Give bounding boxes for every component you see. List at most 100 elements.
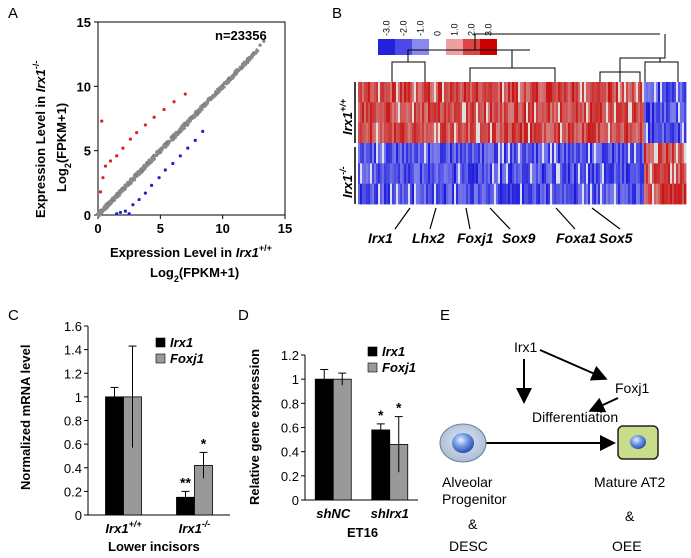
panel-a-ylabel-line2: Log2(FPKM+1)	[54, 103, 73, 192]
diagram-left-line1: Alveolar	[442, 474, 493, 490]
progenitor-nucleus-icon	[452, 433, 474, 453]
panel-c-ytick-label: 1.2	[64, 366, 82, 381]
panel-c-category-label: Irx1+/+	[105, 519, 142, 536]
panel-b-scale-swatch	[446, 39, 463, 55]
panel-a-point-bg	[151, 159, 154, 162]
panel-c-legend-label: Irx1	[170, 335, 193, 350]
panel-a-ytick-label: 15	[77, 15, 91, 30]
panel-d-significance: *	[378, 407, 384, 423]
panel-d-legend-swatch	[368, 363, 377, 372]
panel-d-category-label: shIrx1	[371, 506, 409, 521]
panel-b-heat-cell	[684, 163, 686, 184]
panel-a-point	[100, 208, 103, 211]
panel-b-heat-cell	[684, 82, 686, 103]
panel-a-point-bg	[131, 177, 134, 180]
panel-a-point	[153, 116, 156, 119]
panel-a-point-bg	[160, 148, 163, 151]
panel-c-ytick-label: 0.8	[64, 414, 82, 429]
panel-a-point	[116, 192, 119, 195]
panel-a-point-bg	[162, 144, 165, 147]
panel-b-scale-swatch	[429, 39, 446, 55]
panel-a-point-bg	[145, 165, 148, 168]
panel-a-point	[159, 150, 162, 153]
panel-a-point	[131, 203, 134, 206]
panel-d-ytick-label: 0.2	[281, 469, 299, 484]
panel-a-point	[101, 176, 104, 179]
panel-d-legend-label: Foxj1	[382, 360, 416, 375]
diagram-left-line4: DESC	[449, 538, 488, 554]
panel-c-ytick-label: 0.6	[64, 437, 82, 452]
panel-c-barchart: Normalized mRNA level 00.20.40.60.811.21…	[18, 319, 230, 554]
panel-b-gene-label: Sox5	[599, 230, 633, 246]
panel-a-point	[202, 103, 205, 106]
panel-a-scatter: 0 5 10 15051015 n=23356 Expression Level in…	[31, 15, 292, 284]
panel-a-point-bg	[188, 121, 191, 124]
panel-a-point	[115, 212, 118, 215]
panel-a-point	[234, 72, 237, 75]
panel-d-legend-label: Irx1	[382, 344, 405, 359]
panel-a-point	[227, 77, 230, 80]
panel-a-point-bg	[207, 99, 210, 102]
panel-a-point	[201, 130, 204, 133]
panel-b-scale-label: -1.0	[416, 20, 426, 36]
panel-d-bar	[333, 379, 351, 500]
panel-e-diagram: Irx1 Foxj1 Differentiation Alveolar Prog…	[440, 339, 666, 554]
panel-d-category-label: shNC	[316, 506, 351, 521]
panel-a-point-bg	[250, 55, 253, 58]
panel-a-point-bg	[243, 63, 246, 66]
panel-d-xgroup-label: ET16	[347, 525, 378, 540]
panel-a-point	[134, 174, 137, 177]
panel-a-point	[215, 92, 218, 95]
panel-d-bar	[315, 379, 333, 500]
panel-a-point-bg	[225, 83, 228, 86]
panel-b-color-scale	[378, 39, 497, 55]
panel-a-point	[179, 154, 182, 157]
panel-d-bar	[372, 430, 390, 500]
panel-b-heat-cell	[684, 143, 686, 164]
panel-a-point-bg	[244, 61, 247, 64]
panel-a-point	[157, 176, 160, 179]
panel-c-ytick-label: 0.4	[64, 461, 82, 476]
panel-a-xtick-label: 0	[94, 221, 101, 236]
panel-b-gene-pointers	[395, 208, 620, 229]
panel-c-ytick-label: 0	[75, 508, 82, 523]
panel-a-point	[184, 122, 187, 125]
panel-a-point-bg	[179, 127, 182, 130]
panel-b-row-label-wt: Irx1+/+	[338, 98, 355, 135]
mature-at2-nucleus-icon	[630, 435, 646, 449]
panel-a-ytick-label: 5	[84, 144, 91, 159]
panel-a-point	[129, 137, 132, 140]
panel-a-xtick-label: 15	[278, 221, 292, 236]
panel-d-ytick-label: 1.2	[281, 348, 299, 363]
panel-a-point	[124, 210, 127, 213]
panel-b-scale-label: 1.0	[450, 23, 460, 36]
panel-d-ytick-label: 1	[292, 372, 299, 387]
panel-b-heat-cell	[684, 123, 686, 144]
diagram-irx1-label: Irx1	[514, 339, 538, 355]
panel-a-point	[190, 116, 193, 119]
panel-a-point-bg	[143, 164, 146, 167]
panel-a-point	[135, 131, 138, 134]
panel-a-point-bg	[249, 58, 252, 61]
panel-d-ytick-label: 0	[292, 493, 299, 508]
panel-a-point	[196, 112, 199, 115]
panel-b-heatmap: -3.0 -2.0 -1.0 0 1.0 2.0 3.0 Irx1+/+ Irx1-/-	[338, 20, 686, 246]
panel-a-point	[221, 83, 224, 86]
panel-b-scale-label: -3.0	[382, 20, 392, 36]
panel-a-point-bg	[221, 87, 224, 90]
panel-d-legend-swatch	[368, 347, 377, 356]
panel-a-point-bg	[143, 166, 146, 169]
panel-a-letter: A	[8, 5, 18, 22]
panel-a-point-bg	[255, 48, 258, 51]
diagram-right-line2: &	[625, 508, 635, 524]
panel-a-point	[111, 199, 114, 202]
panel-b-scale-swatch	[480, 39, 497, 55]
panel-c-category-label: Irx1-/-	[179, 519, 211, 536]
diagram-differentiation-label: Differentiation	[532, 409, 618, 425]
panel-a-point	[106, 202, 109, 205]
panel-c-ytick-label: 1.4	[64, 343, 82, 358]
panel-c-ytick-label: 1.6	[64, 319, 82, 334]
panel-c-ytick-label: 0.2	[64, 484, 82, 499]
panel-b-gene-label: Irx1	[368, 230, 393, 246]
panel-a-xtick-label: 10	[215, 221, 229, 236]
